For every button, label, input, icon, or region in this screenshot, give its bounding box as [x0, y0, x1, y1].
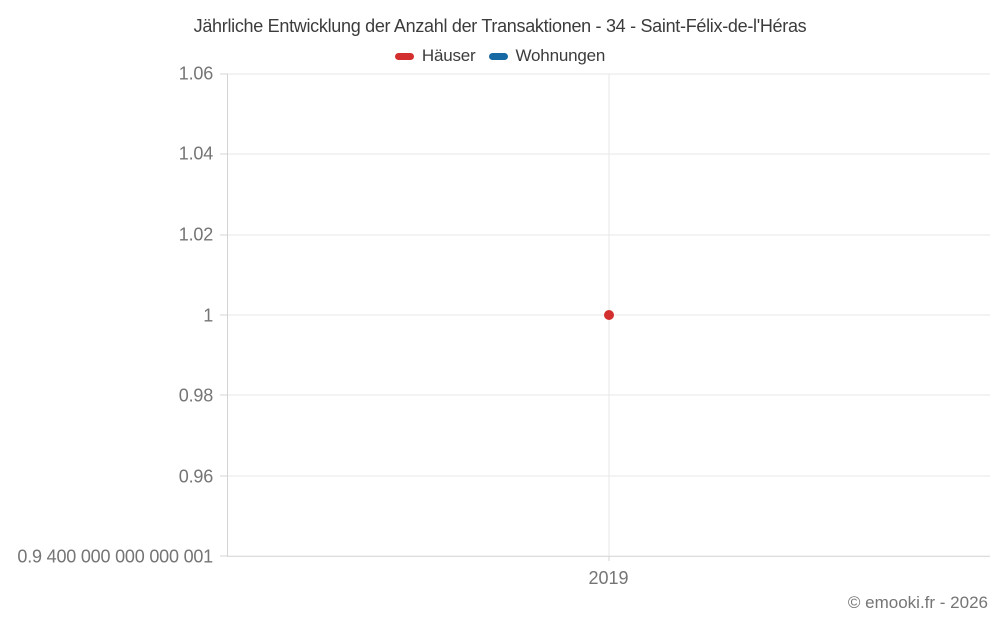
- y-tick-label: 0.9 400 000 000 000 001: [17, 546, 213, 567]
- y-tick-label: 1.02: [178, 224, 213, 245]
- legend: Häuser Wohnungen: [0, 44, 1000, 68]
- x-tick: [608, 556, 610, 561]
- y-tick-label: 0.96: [178, 466, 213, 486]
- y-tick: [220, 555, 228, 557]
- y-tick: [220, 153, 228, 155]
- legend-swatch: [394, 52, 414, 60]
- y-tick: [220, 234, 228, 236]
- data-point[interactable]: [604, 310, 614, 320]
- legend-item-wohnungen[interactable]: Wohnungen: [488, 46, 606, 66]
- y-tick-label: 1.06: [178, 63, 213, 84]
- legend-item-hauser[interactable]: Häuser: [394, 46, 476, 66]
- y-tick: [220, 475, 228, 477]
- x-tick-label: 2019: [588, 568, 629, 588]
- y-tick-label: 1: [203, 305, 213, 325]
- legend-label: Wohnungen: [515, 46, 606, 65]
- chart-title: Jährliche Entwicklung der Anzahl der Tra…: [193, 16, 807, 36]
- attribution: © emooki.fr - 2026: [847, 593, 988, 612]
- y-tick-label: 1.04: [178, 143, 213, 164]
- y-tick: [220, 314, 228, 316]
- y-tick: [220, 394, 228, 396]
- legend-swatch: [488, 52, 508, 60]
- plot-area: [220, 73, 990, 561]
- y-tick-label: 0.98: [178, 385, 213, 406]
- x-axis-labels: 2019: [227, 566, 990, 590]
- y-tick: [220, 73, 228, 75]
- legend-label: Häuser: [421, 46, 476, 65]
- y-axis-labels: 1.06 1.04 1.02 1 0.98 0.96 0.9 400 000 000 000…: [0, 64, 213, 567]
